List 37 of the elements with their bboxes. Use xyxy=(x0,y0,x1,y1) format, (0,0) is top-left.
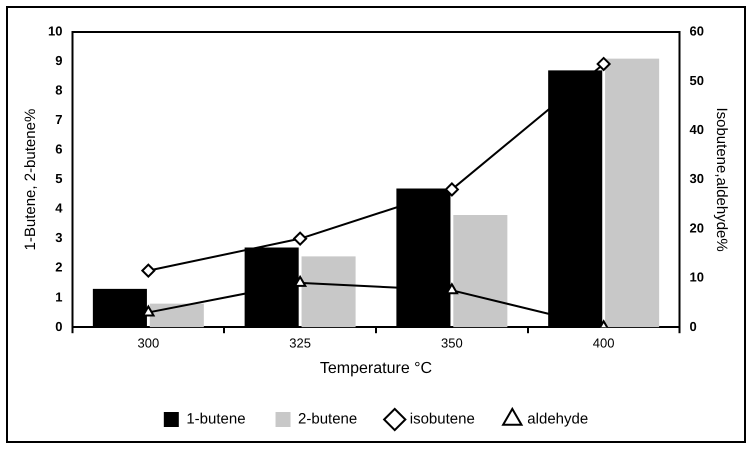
y2-tick-label: 60 xyxy=(690,24,704,39)
bar xyxy=(150,304,204,328)
legend-label: isobutene xyxy=(410,410,475,428)
x-tick-label: 300 xyxy=(137,336,160,351)
y-tick-label: 9 xyxy=(55,53,62,68)
y2-tick-label: 0 xyxy=(690,318,697,334)
x-axis-title: Temperature °C xyxy=(320,360,432,377)
bar xyxy=(605,58,660,328)
bar xyxy=(453,215,508,328)
y2-axis-title: Isobutene,aldehyde% xyxy=(712,107,730,252)
point xyxy=(141,264,156,278)
legend-label: 1-butene xyxy=(186,410,246,428)
bar xyxy=(302,256,356,328)
point xyxy=(596,56,611,71)
y-tick-label: 8 xyxy=(55,82,62,98)
y-tick-label: 7 xyxy=(55,112,62,128)
y-tick-label: 4 xyxy=(55,200,64,216)
y2-tick-label: 40 xyxy=(690,122,704,137)
y2-tick-label: 10 xyxy=(690,270,704,285)
y2-tick-label: 30 xyxy=(690,171,704,186)
x-tick-label: 350 xyxy=(441,336,463,351)
y-axis-title: 1-Butene, 2-butene% xyxy=(22,108,40,250)
y-tick-label: 1 xyxy=(55,289,62,304)
y-tick-label: 2 xyxy=(55,260,62,275)
y-tick-label: 3 xyxy=(55,230,62,246)
y2-tick-label: 50 xyxy=(690,72,704,88)
y-tick-label: 0 xyxy=(55,318,62,334)
point xyxy=(293,232,308,246)
y-tick-label: 5 xyxy=(55,171,62,186)
x-tick-label: 400 xyxy=(592,336,615,351)
y-tick-label: 6 xyxy=(55,142,62,157)
point xyxy=(444,182,459,196)
legend-label: 2-butene xyxy=(298,410,358,428)
y2-tick-label: 20 xyxy=(690,220,704,236)
legend-label: aldehyde xyxy=(527,410,588,428)
y-tick-label: 10 xyxy=(48,24,62,39)
x-tick-label: 325 xyxy=(289,336,311,351)
